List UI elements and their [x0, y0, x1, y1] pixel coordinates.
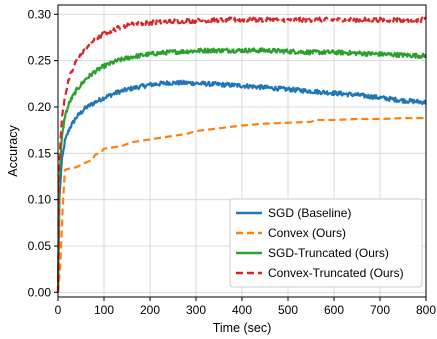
y-tick-label-1: 0.05	[28, 239, 52, 253]
y-tick-label-5: 0.25	[28, 54, 52, 68]
series-line-2	[56, 47, 427, 293]
x-tick-label-2: 200	[140, 303, 160, 317]
x-axis-label: Time (sec)	[213, 321, 272, 335]
y-tick-label-3: 0.15	[28, 146, 52, 160]
x-tick-label-6: 600	[324, 303, 344, 317]
x-tick-label-1: 100	[94, 303, 114, 317]
legend-label-3: Convex-Truncated (Ours)	[268, 266, 404, 280]
x-tick-label-5: 500	[278, 303, 298, 317]
legend-label-2: SGD-Truncated (Ours)	[268, 246, 389, 260]
series-line-3	[56, 16, 427, 293]
y-tick-label-4: 0.20	[28, 100, 52, 114]
series-line-0	[56, 79, 427, 293]
legend-label-0: SGD (Baseline)	[268, 206, 351, 220]
y-tick-label-0: 0.00	[28, 285, 52, 299]
y-axis-label: Accuracy	[6, 125, 20, 177]
y-tick-label-6: 0.30	[28, 7, 52, 21]
grid-lines	[57, 5, 427, 297]
legend-label-1: Convex (Ours)	[268, 226, 346, 240]
x-tick-label-3: 300	[186, 303, 206, 317]
y-tick-label-2: 0.10	[28, 193, 52, 207]
x-tick-label-8: 800	[416, 303, 436, 317]
axis-ticks: 0 100 200 300 400 500 600 700 800 0.00 0.05 0.10 0.1…	[28, 7, 437, 317]
x-tick-label-0: 0	[55, 303, 62, 317]
legend-box	[229, 198, 423, 288]
series-layer	[56, 16, 427, 293]
series-line-1	[56, 116, 426, 293]
x-tick-label-7: 700	[370, 303, 390, 317]
legend: SGD (Baseline) Convex (Ours) SGD-Truncated…	[229, 198, 423, 288]
x-tick-label-4: 400	[232, 303, 252, 317]
